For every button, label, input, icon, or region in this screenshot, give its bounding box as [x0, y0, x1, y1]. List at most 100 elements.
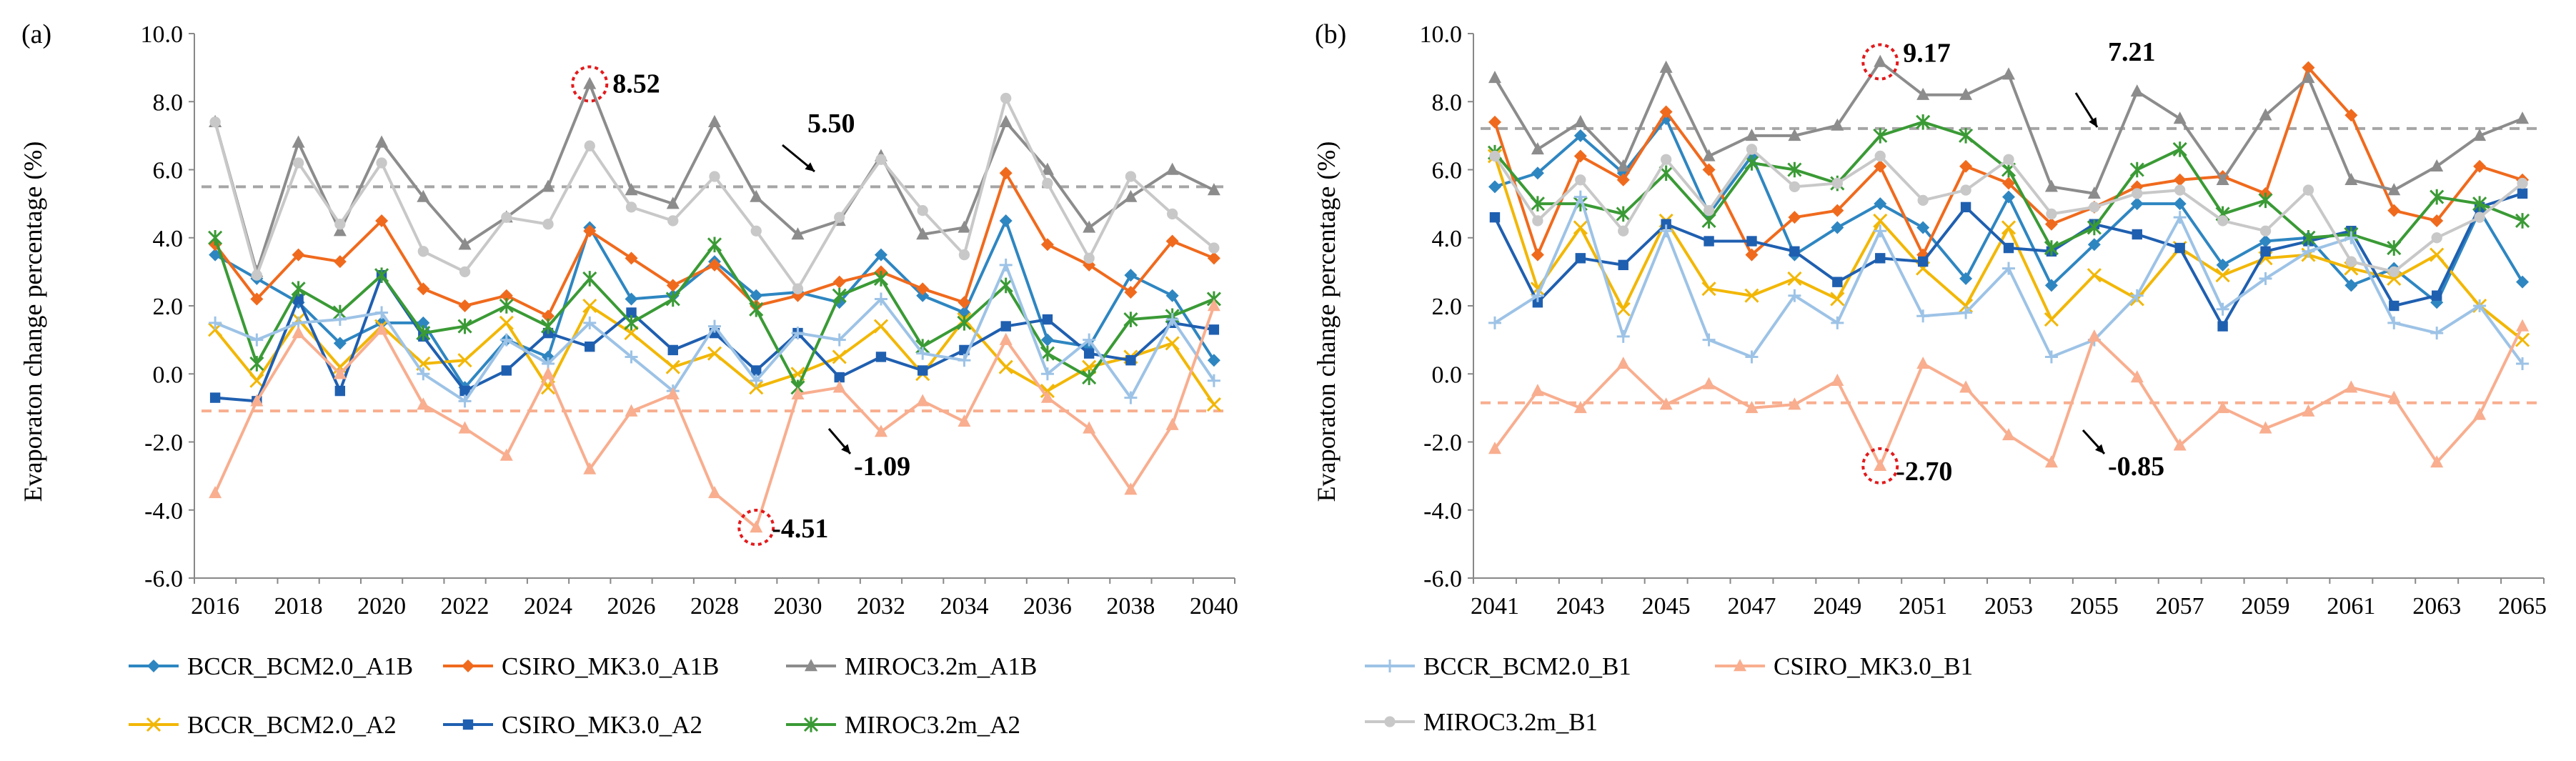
x-tick-label: 2016: [191, 593, 239, 620]
data-point: [1124, 285, 1138, 299]
data-point: [542, 219, 554, 230]
data-point: [2430, 327, 2444, 340]
reference-label: -1.09: [854, 452, 910, 482]
data-point: [1040, 333, 1054, 347]
y-axis-label-text: Evaporaton change percentage (%): [1312, 141, 1341, 502]
data-point: [2129, 161, 2144, 178]
data-point: [1917, 194, 1929, 207]
data-point: [999, 332, 1013, 345]
legend-item: BCCR_BCM2.0_B1: [1365, 652, 1631, 680]
data-point: [1123, 312, 1138, 327]
data-point: [1745, 400, 1759, 414]
data-point: [417, 246, 429, 257]
data-point: [1661, 219, 1671, 229]
data-point: [2132, 229, 2142, 240]
series-CSIRO_MK3.0_A1B: [209, 166, 1220, 323]
data-point: [917, 205, 928, 217]
data-point: [499, 448, 513, 461]
data-point: [625, 183, 638, 196]
data-point: [1083, 252, 1095, 264]
data-point: [2258, 192, 2273, 209]
x-tick-label: 2024: [524, 593, 572, 620]
data-point: [1874, 159, 1887, 173]
data-point: [499, 315, 514, 330]
data-point: [1489, 150, 1501, 162]
x-tick-label: 2041: [1471, 593, 1519, 620]
data-point: [2002, 428, 2015, 441]
y-tick-label: 10.0: [1420, 21, 1463, 48]
data-point: [1960, 184, 1971, 196]
x-tick-label: 2059: [2242, 593, 2290, 620]
data-point: [499, 298, 514, 314]
x-tick-label: 2057: [2156, 593, 2204, 620]
data-point: [2173, 197, 2187, 211]
data-point: [750, 289, 763, 302]
data-point: [1575, 253, 1586, 264]
x-tick-label: 2051: [1899, 593, 1947, 620]
data-point: [2473, 407, 2487, 420]
data-point: [958, 414, 971, 427]
data-point: [665, 359, 680, 374]
data-point: [417, 282, 430, 296]
data-point: [2516, 275, 2530, 289]
data-point: [583, 316, 597, 329]
data-point: [2130, 289, 2144, 302]
data-point: [707, 346, 722, 361]
data-point: [1616, 302, 1631, 317]
legend-label: CSIRO_MK3.0_A1B: [502, 652, 719, 680]
data-point: [292, 157, 304, 169]
data-point: [2216, 302, 2229, 316]
data-point: [1874, 224, 1887, 238]
legend-label: MIROC3.2m_A1B: [845, 652, 1037, 680]
data-point: [1959, 159, 1973, 173]
data-point: [250, 333, 264, 347]
data-point: [1616, 159, 1630, 171]
data-point: [1488, 71, 1501, 84]
arrow-head: [805, 162, 815, 171]
data-point: [333, 367, 347, 379]
legend-label: BCCR_BCM2.0_B1: [1423, 652, 1631, 680]
data-point: [2473, 128, 2487, 141]
data-point: [2044, 217, 2058, 231]
y-tick-label: 10.0: [141, 21, 184, 48]
data-point: [1873, 128, 1888, 144]
data-point: [2174, 184, 2186, 196]
data-point: [2387, 316, 2401, 329]
data-point: [1040, 162, 1054, 175]
data-point: [1208, 324, 1220, 335]
data-point: [2344, 109, 2358, 122]
data-point: [417, 367, 430, 381]
data-point: [1083, 348, 1095, 359]
data-point: [1040, 238, 1054, 252]
legend-a: BCCR_BCM2.0_A1B CSIRO_MK3.0_A1B MIROC3.2m_…: [129, 652, 1037, 739]
legend-marker: [462, 660, 474, 672]
data-point: [333, 313, 347, 327]
data-point: [1744, 155, 1759, 171]
data-point: [999, 258, 1013, 272]
data-point: [1959, 128, 1974, 144]
data-point: [1789, 181, 1801, 192]
data-point: [873, 271, 889, 287]
data-point: [1573, 149, 1587, 163]
data-point: [1083, 421, 1096, 434]
series-MIROC3.2m_A1B: [1488, 54, 2530, 199]
data-point: [1745, 248, 1759, 262]
data-point: [2002, 262, 2015, 275]
data-point: [2217, 215, 2229, 227]
y-axis-label: Evaporaton change percentage (%): [1312, 141, 1341, 502]
data-point: [584, 140, 595, 151]
data-point: [1124, 269, 1138, 282]
x-tick-label: 2065: [2498, 593, 2547, 620]
data-point: [1040, 367, 1054, 381]
data-point: [667, 215, 679, 227]
data-point: [2130, 370, 2144, 383]
data-point: [374, 267, 389, 283]
data-point: [1660, 154, 1672, 165]
data-point: [624, 326, 639, 341]
data-point: [2003, 154, 2014, 165]
data-point: [1531, 248, 1544, 262]
legend-marker: [462, 719, 474, 730]
data-point: [1042, 314, 1053, 325]
data-point: [1000, 321, 1011, 332]
data-point: [749, 380, 764, 395]
